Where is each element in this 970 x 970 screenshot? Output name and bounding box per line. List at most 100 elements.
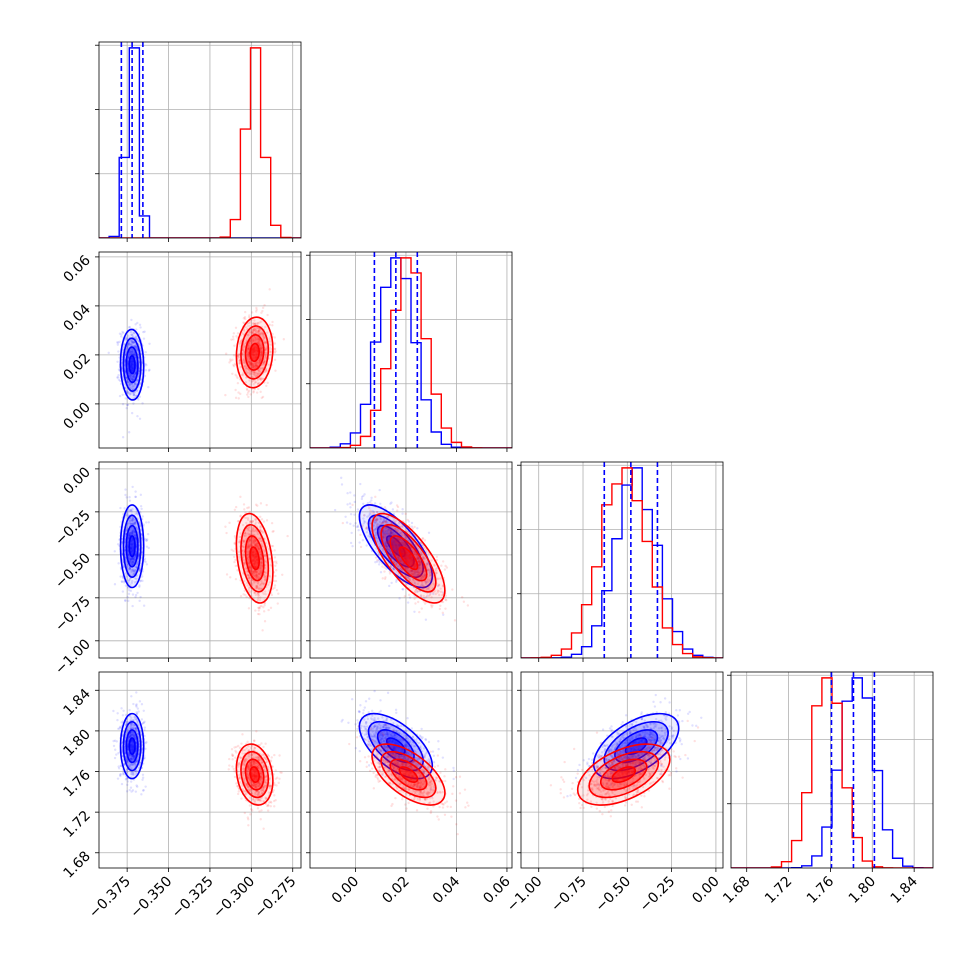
sample-point <box>140 702 144 706</box>
sample-point <box>248 521 252 524</box>
sample-point <box>423 569 426 573</box>
sample-point <box>391 527 394 530</box>
sample-point <box>377 554 380 558</box>
sample-point <box>132 556 135 560</box>
sample-point <box>376 522 379 526</box>
sample-point <box>424 548 428 551</box>
sample-point <box>254 361 258 365</box>
sample-point <box>384 542 388 546</box>
sample-point <box>253 328 256 331</box>
sample-point <box>123 507 126 510</box>
sample-point <box>254 543 258 547</box>
sample-point <box>252 390 255 393</box>
sample-point <box>254 310 258 313</box>
sample-point <box>247 544 251 548</box>
sample-point <box>118 773 122 777</box>
sample-point <box>126 721 129 724</box>
sample-point <box>255 371 258 375</box>
sample-point <box>239 392 242 396</box>
sample-point <box>392 527 395 531</box>
sample-point <box>360 495 364 499</box>
sample-point <box>138 599 141 603</box>
sample-point <box>346 503 349 506</box>
sample-point <box>124 559 128 562</box>
sample-point <box>258 583 262 587</box>
sample-point <box>260 571 263 575</box>
sample-point <box>254 523 257 526</box>
contour-series-1 <box>249 342 260 363</box>
sample-point <box>257 329 261 332</box>
sample-point <box>120 580 124 583</box>
sample-point <box>116 376 119 379</box>
sample-point <box>417 559 421 562</box>
sample-point <box>395 570 398 573</box>
sample-point <box>406 568 409 572</box>
sample-point <box>131 561 135 564</box>
sample-point <box>375 518 378 522</box>
sample-point <box>404 512 407 516</box>
sample-point <box>403 533 407 537</box>
sample-point <box>404 541 408 545</box>
sample-point <box>374 528 377 531</box>
sample-point <box>418 610 421 614</box>
sample-point <box>145 521 148 524</box>
sample-point <box>247 347 250 351</box>
sample-point <box>145 545 149 548</box>
sample-point <box>120 764 123 768</box>
sample-point <box>130 351 133 354</box>
sample-point <box>243 540 246 544</box>
sample-point <box>126 544 129 547</box>
sample-point <box>384 544 387 547</box>
sample-point <box>252 572 255 575</box>
sample-point <box>256 592 260 595</box>
sample-point <box>413 591 417 594</box>
sample-point <box>386 529 389 533</box>
sample-point <box>418 563 422 566</box>
sample-point <box>247 543 250 546</box>
sample-point <box>264 370 267 373</box>
sample-point <box>255 577 258 580</box>
sample-point <box>242 321 245 324</box>
sample-point <box>132 402 135 405</box>
sample-point <box>258 332 261 335</box>
sample-point <box>375 560 379 563</box>
sample-point <box>250 544 254 547</box>
panel-1-0: 0.000.020.040.06 <box>60 251 302 452</box>
sample-point <box>130 733 133 737</box>
sample-point <box>408 596 412 599</box>
sample-point <box>401 578 405 582</box>
sample-point <box>383 530 387 534</box>
sample-point <box>225 573 229 576</box>
sample-point <box>129 509 132 513</box>
panel-content <box>99 462 301 658</box>
sample-point <box>381 533 384 536</box>
sample-point <box>402 543 405 546</box>
sample-point <box>388 550 392 554</box>
sample-point <box>259 347 263 351</box>
sample-point <box>127 382 130 385</box>
sample-point <box>144 785 147 788</box>
sample-point <box>118 379 122 383</box>
sample-point <box>247 576 250 580</box>
sample-point <box>428 574 432 578</box>
sample-point <box>130 771 133 774</box>
sample-point <box>398 567 402 570</box>
sample-point <box>238 541 241 544</box>
sample-point <box>268 323 272 327</box>
sample-point <box>127 341 131 344</box>
sample-point <box>119 506 122 510</box>
sample-point <box>392 567 395 571</box>
sample-point <box>254 327 257 330</box>
contour-series-0 <box>128 535 136 558</box>
panel-frame <box>309 461 513 659</box>
sample-point <box>126 344 129 348</box>
sample-point <box>243 589 246 593</box>
sample-point <box>396 538 400 541</box>
sample-point <box>254 364 257 367</box>
sample-point <box>132 353 135 356</box>
sample-point <box>124 493 127 497</box>
sample-point <box>399 575 402 578</box>
sample-point <box>133 383 137 386</box>
sample-point <box>237 397 240 400</box>
sample-point <box>249 566 252 569</box>
